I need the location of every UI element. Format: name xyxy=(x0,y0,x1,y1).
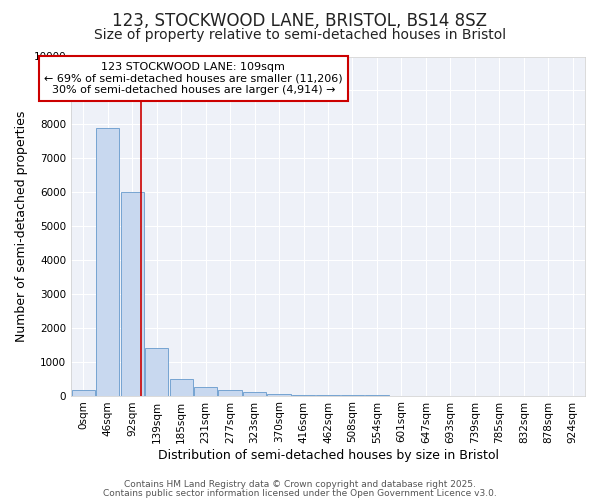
Bar xyxy=(121,192,144,396)
Bar xyxy=(218,390,242,396)
Bar xyxy=(292,395,315,396)
Text: Contains public sector information licensed under the Open Government Licence v3: Contains public sector information licen… xyxy=(103,488,497,498)
Text: Contains HM Land Registry data © Crown copyright and database right 2025.: Contains HM Land Registry data © Crown c… xyxy=(124,480,476,489)
Text: Size of property relative to semi-detached houses in Bristol: Size of property relative to semi-detach… xyxy=(94,28,506,42)
Y-axis label: Number of semi-detached properties: Number of semi-detached properties xyxy=(15,110,28,342)
Bar xyxy=(194,387,217,396)
Bar xyxy=(96,128,119,396)
Bar xyxy=(71,390,95,396)
Bar xyxy=(170,378,193,396)
Bar xyxy=(268,394,290,396)
Text: 123, STOCKWOOD LANE, BRISTOL, BS14 8SZ: 123, STOCKWOOD LANE, BRISTOL, BS14 8SZ xyxy=(113,12,487,30)
Bar xyxy=(145,348,169,396)
Text: 123 STOCKWOOD LANE: 109sqm
← 69% of semi-detached houses are smaller (11,206)
30: 123 STOCKWOOD LANE: 109sqm ← 69% of semi… xyxy=(44,62,343,95)
Bar xyxy=(243,392,266,396)
X-axis label: Distribution of semi-detached houses by size in Bristol: Distribution of semi-detached houses by … xyxy=(158,450,499,462)
